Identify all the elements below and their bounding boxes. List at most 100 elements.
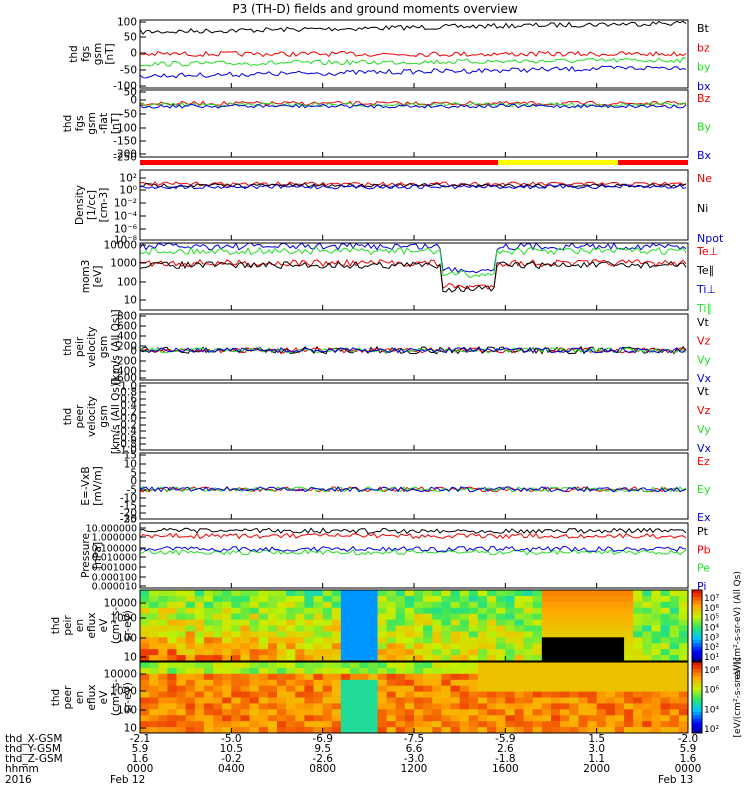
heatmap-cell [450,590,461,597]
heatmap-cell [514,662,525,669]
heatmap-cell [359,655,369,662]
heatmap-cell [149,673,159,681]
heatmap-cell [414,601,424,609]
heatmap-cell [596,590,607,597]
heatmap-cell [377,662,388,669]
heatmap-cell [277,679,287,687]
heatmap-cell [377,631,388,638]
legend-entry: Vt [697,385,710,398]
x-axis-value: 10.5 [220,743,243,755]
heatmap-cell [596,697,607,704]
heatmap-cell [441,709,451,716]
heatmap-cell [158,667,168,675]
heatmap-cell [532,715,543,722]
heatmap-cell [313,715,324,722]
heatmap-cell [477,619,488,626]
heatmap-cell [249,643,260,650]
legend-entry: Ey [697,483,711,496]
heatmap-cell [231,649,241,656]
heatmap-cell [222,631,232,638]
colorbar-segment [692,653,702,658]
colorbar-segment [692,639,702,644]
heatmap-cell [578,673,588,681]
y-tick-label: 10.000000 [86,524,137,535]
heatmap-cell [551,590,561,597]
heatmap-cell [651,643,662,650]
heatmap-cell [404,607,415,615]
heatmap-cell [514,679,525,687]
heatmap-cell [258,590,269,597]
heatmap-cell [340,703,351,710]
heatmap-cell [496,667,506,675]
heatmap-cell [322,625,333,632]
heatmap-cell [377,673,388,681]
heatmap-cell [340,667,351,675]
heatmap-cell [331,703,342,710]
heatmap-cell [459,685,470,693]
heatmap-cell [322,607,333,615]
heatmap-cell [249,673,260,681]
heatmap-cell [350,709,360,716]
heatmap-cell [432,667,442,675]
heatmap-cell [678,715,689,722]
heatmap-cell [651,715,662,722]
heatmap-cell [523,662,534,669]
heatmap-cell [468,709,479,716]
heatmap-cell [222,613,232,621]
heatmap-cell [441,649,451,656]
heatmap-cell [441,637,451,644]
heatmap-cell [158,595,168,603]
heatmap-cell [286,643,296,650]
heatmap-cell [642,649,652,656]
heatmap-cell [158,607,168,615]
heatmap-cells [140,662,689,734]
heatmap-cell [267,703,278,710]
heatmap-cell [304,697,314,704]
colorbar-segment [692,665,702,670]
colorbar-segment [692,701,702,705]
heatmap-cell [660,619,671,626]
heatmap-cell [468,649,479,656]
heatmap-cell [505,679,515,687]
y-axis-label-line: peer [74,404,86,429]
heatmap-cell [158,625,168,632]
x-axis-value: 1200 [401,763,428,775]
heatmap-cell [660,601,671,609]
panel-frame [139,313,689,381]
heatmap-cell [633,703,643,710]
heatmap-cell [624,667,634,675]
heatmap-cell [295,703,305,710]
y-axis-label-line: gsm [98,405,110,427]
y-tick-label: 1.000000 [92,533,137,544]
heatmap-cell [277,607,287,615]
heatmap-cell [267,673,278,681]
heatmap-cell [678,625,689,632]
heatmap-cell [532,721,543,728]
panel-6: VtVzVyVx1.00.80.60.40.20.0-0.2-0.4-0.6-0… [62,379,712,457]
x-axis-value: 1.1 [588,753,605,765]
heatmap-cell [313,703,324,710]
colorbar-segment [692,725,702,730]
heatmap-cell [614,679,625,687]
heatmap-cell [277,613,287,621]
heatmap-cell [404,662,415,669]
heatmap-cell [222,607,232,615]
heatmap-cell [496,727,506,734]
heatmap-cell [203,625,214,632]
heatmap-cell [231,673,241,681]
heatmap-cell [624,703,634,710]
heatmap-cell [395,685,406,693]
heatmap-cell [532,649,543,656]
y-tick-label: -15 [120,501,137,513]
heatmap-cell [240,709,251,716]
y-tick-label: -5 [127,485,137,497]
heatmap-cell [551,691,561,698]
heatmap-cell [423,625,433,632]
heatmap-cell [404,619,415,626]
heatmap-cell [194,649,205,656]
heatmap-cell [541,727,552,734]
heatmap-cell [340,679,351,687]
heatmap-cell [414,721,424,728]
heatmap-cell [231,595,241,603]
y-tick-label: -50 [120,109,137,121]
